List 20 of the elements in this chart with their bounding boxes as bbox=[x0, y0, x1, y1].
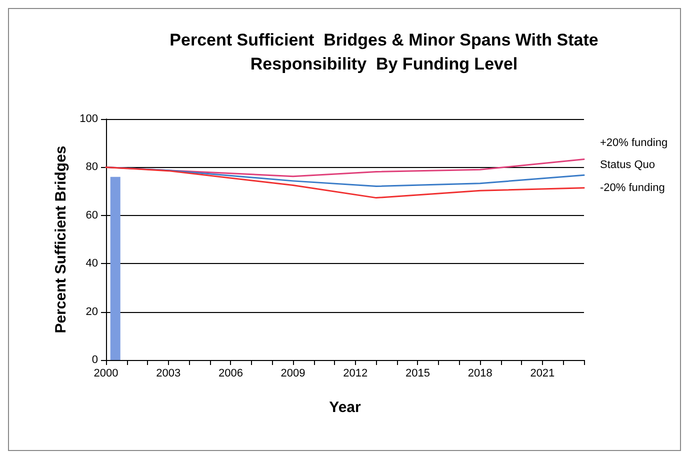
x-tick-label: 2003 bbox=[156, 368, 181, 380]
y-tick-label: 0 bbox=[92, 354, 98, 366]
chart-title: Percent Sufficient Bridges & Minor Spans With State Responsibility By Funding Level bbox=[170, 30, 598, 74]
x-tick-label: 2000 bbox=[94, 368, 118, 380]
x-tick-label: 2012 bbox=[343, 368, 368, 380]
x-axis-title: Year bbox=[329, 399, 362, 416]
y-tick-label: 20 bbox=[86, 306, 98, 318]
x-tick-label: 2018 bbox=[468, 368, 492, 380]
series-label: Status Quo bbox=[600, 159, 656, 172]
x-tick-label: 2009 bbox=[280, 368, 306, 380]
series-label: -20% funding bbox=[600, 182, 665, 194]
y-axis-title: Percent Sufficient Bridges bbox=[52, 146, 70, 334]
x-tick-label: 2021 bbox=[530, 368, 555, 380]
y-tick-label: 40 bbox=[86, 258, 98, 270]
x-tick-label: 2015 bbox=[405, 368, 430, 380]
y-tick-label: 100 bbox=[80, 113, 98, 125]
x-tick-label: 2006 bbox=[218, 368, 243, 380]
y-tick-label: 80 bbox=[86, 161, 98, 174]
y-tick-label: 60 bbox=[86, 209, 98, 222]
series-label: +20% funding bbox=[600, 137, 668, 150]
